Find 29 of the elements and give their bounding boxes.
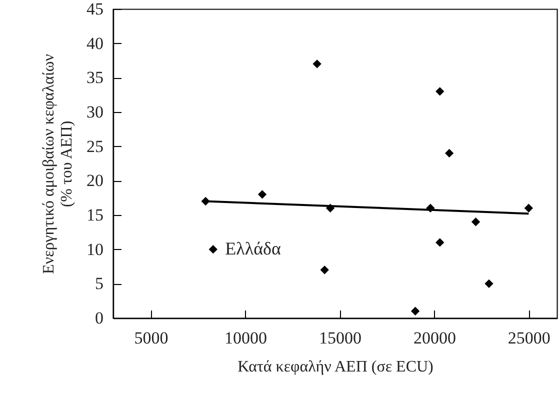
- point: [524, 204, 533, 212]
- point: [444, 148, 454, 158]
- y-tick-label: 10: [86, 240, 104, 259]
- point: [258, 190, 267, 199]
- point: [484, 279, 494, 288]
- x-axis-title: Κατά κεφαλήν ΑΕΠ (σε ECU): [238, 358, 434, 376]
- x-tick-label: 10000: [224, 328, 268, 348]
- y-tick-label: 0: [95, 308, 104, 328]
- x-tick-label: 15000: [318, 328, 362, 348]
- y-tick-label: 15: [86, 206, 104, 224]
- point: [471, 218, 480, 226]
- x-tick-label: 5000: [134, 328, 168, 348]
- y-tick-label: 30: [86, 102, 104, 122]
- y-tick-label: 35: [86, 68, 104, 88]
- x-tick-label: 20000: [413, 328, 456, 348]
- point: [436, 238, 444, 247]
- point: [320, 266, 329, 274]
- point: [436, 87, 444, 96]
- point: [312, 60, 322, 68]
- y-axis-title: Ενεργητικό αμοιβαίων κεφαλαίων (% του ΑΕΠ): [40, 54, 76, 274]
- y-tick-label: 40: [86, 34, 104, 53]
- point: [410, 306, 420, 316]
- y-tick-label: 25: [86, 136, 104, 156]
- x-tick-label: 25000: [508, 328, 550, 348]
- y-tick-label: 20: [86, 171, 104, 190]
- point: [208, 245, 218, 254]
- annotation: Ελλάδα: [225, 238, 282, 258]
- y-tick-label: 5: [95, 274, 104, 294]
- y-tick-label: 45: [86, 0, 104, 18]
